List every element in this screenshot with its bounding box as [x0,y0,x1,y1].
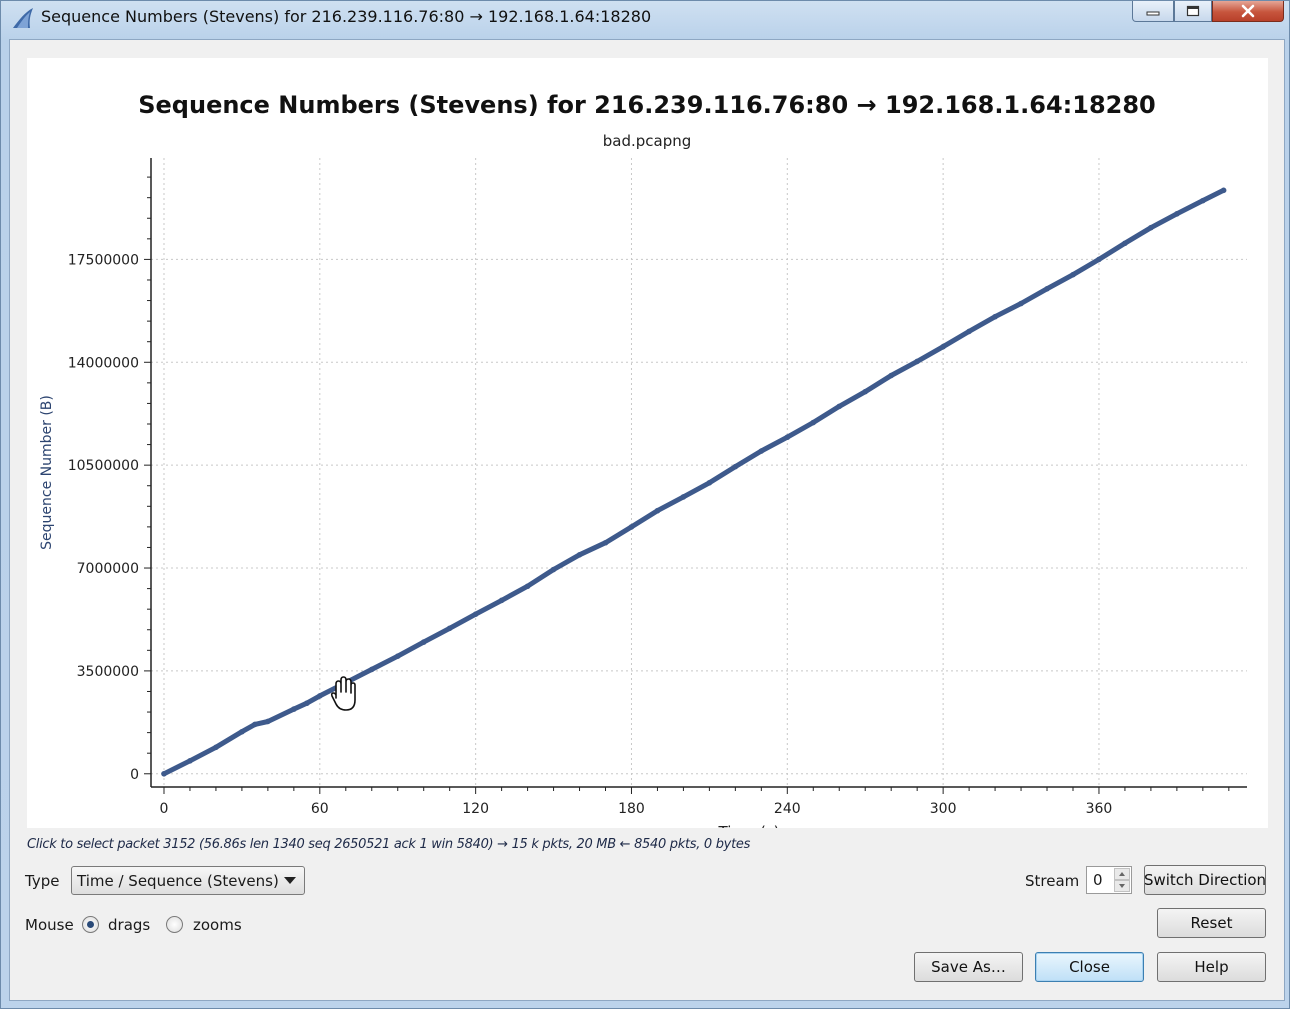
x-tick-label: 360 [1086,801,1113,817]
sequence-point [252,721,258,728]
sequence-point [706,479,713,486]
stream-label: Stream [1025,872,1080,890]
chevron-down-icon [284,877,296,884]
chart-title: Sequence Numbers (Stevens) for 216.239.1… [138,91,1156,119]
sequence-point [265,718,271,725]
sequence-point [628,524,635,530]
graph-type-select[interactable]: Time / Sequence (Stevens) [71,866,305,895]
sequence-point [187,758,193,764]
sequence-point [1018,300,1024,307]
drags-radio[interactable] [82,916,99,933]
help-button[interactable]: Help [1157,952,1266,982]
sequence-point [732,463,739,470]
sequence-graph[interactable]: Sequence Numbers (Stevens) for 216.239.1… [27,58,1268,828]
sequence-point [291,706,297,712]
sequence-point [862,388,869,395]
sequence-point [1148,224,1154,231]
sequence-point [550,566,557,573]
zooms-radio[interactable] [166,916,183,933]
spin-down-icon[interactable] [1114,880,1130,892]
sequence-point [992,313,998,320]
sequence-point [888,372,894,379]
sequence-point [446,625,453,632]
wireshark-fin-icon [13,8,33,28]
close-window-button[interactable] [1212,1,1284,22]
status-hint: Click to select packet 3152 (56.86s len … [27,837,751,852]
x-tick-label: 60 [311,801,329,817]
sequence-point [602,539,609,546]
dialog-body: Sequence Numbers (Stevens) for 216.239.1… [9,39,1285,1001]
sequence-point [213,744,219,751]
spin-up-icon[interactable] [1114,868,1130,880]
sequence-point [810,419,817,426]
type-label: Type [25,872,60,890]
sequence-series-line [161,187,1227,777]
x-tick-label: 240 [774,801,801,817]
maximize-button[interactable] [1174,1,1212,22]
title-bar[interactable]: Sequence Numbers (Stevens) for 216.239.1… [1,1,1289,35]
sequence-point [1220,187,1227,194]
sequence-point [654,507,661,514]
y-tick-label: 7000000 [77,561,139,577]
sequence-point [368,666,375,673]
sequence-point [784,434,791,441]
sequence-point [317,693,323,699]
sequence-point [680,494,687,500]
close-button[interactable]: Close [1035,952,1144,982]
x-axis-label: Time (s) [718,823,780,828]
y-tick-label: 10500000 [68,458,139,474]
sequence-point [1174,211,1180,217]
reset-button[interactable]: Reset [1157,908,1266,938]
sequence-point [420,639,427,645]
sequence-point [394,653,401,660]
x-tick-label: 300 [930,801,957,817]
minimize-icon [1146,11,1160,16]
sequence-point [1096,256,1102,263]
stream-value: 0 [1093,871,1103,889]
y-tick-label: 17500000 [68,252,139,268]
maximize-icon [1186,5,1200,17]
y-tick-label: 3500000 [77,664,139,680]
sequence-point [758,448,765,454]
window-title: Sequence Numbers (Stevens) for 216.239.1… [41,7,652,26]
mouse-label: Mouse [25,916,74,934]
sequence-point [472,611,479,617]
sequence-point [304,700,310,707]
graph-type-value: Time / Sequence (Stevens) [77,872,279,890]
close-icon [1241,4,1255,18]
hand-cursor-icon [330,676,356,711]
sequence-point [940,343,946,350]
sequence-point [1070,271,1076,278]
sequence-point [1200,197,1206,204]
switch-direction-button[interactable]: Switch Direction [1144,865,1266,895]
sequence-point [576,551,583,558]
drags-label[interactable]: drags [108,916,151,934]
chart-subtitle: bad.pcapng [603,132,692,150]
sequence-point [914,358,920,365]
graph-panel[interactable]: Sequence Numbers (Stevens) for 216.239.1… [27,58,1268,828]
y-axis-label: Sequence Number (B) [39,395,55,550]
x-tick-label: 0 [160,801,169,817]
y-tick-label: 14000000 [68,355,139,371]
sequence-point [239,728,245,735]
sequence-point [498,597,505,604]
save-as-button[interactable]: Save As… [914,952,1023,982]
sequence-point [966,328,972,335]
sequence-point [1044,285,1050,292]
sequence-point [524,583,531,590]
sequence-point [1122,240,1128,247]
minimize-button[interactable] [1132,1,1174,22]
sequence-point [161,770,167,777]
x-tick-label: 120 [462,801,489,817]
y-tick-label: 0 [130,767,139,783]
x-tick-label: 180 [618,801,645,817]
zooms-label[interactable]: zooms [193,916,242,934]
sequence-point [836,403,843,410]
stream-spinbox[interactable]: 0 [1086,866,1132,894]
